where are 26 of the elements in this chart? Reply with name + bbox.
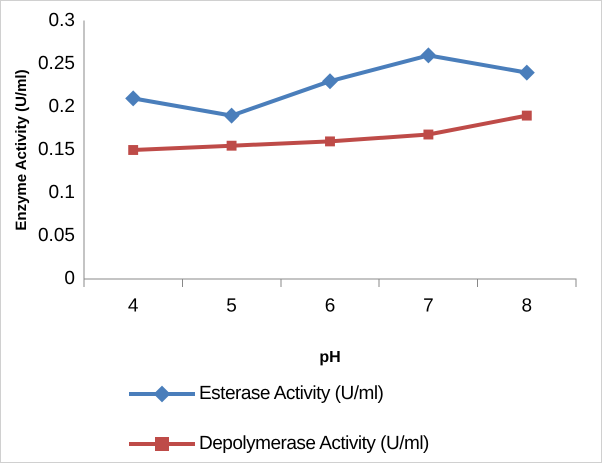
x-tick-label: 7 (423, 296, 434, 317)
point (325, 136, 335, 146)
x-tick-label: 6 (324, 296, 336, 317)
y-tick-label: 0.05 (38, 225, 75, 246)
x-tick-label: 4 (128, 296, 139, 317)
point (322, 73, 338, 90)
point (224, 108, 240, 124)
y-tick-label: 0.2 (48, 96, 75, 118)
legend-label: Esterase Activity (U/ml) (199, 383, 384, 405)
legend-label: Depolymerase Activity (U/ml) (199, 433, 429, 455)
point (518, 64, 535, 81)
y-tick-label: 0.3 (48, 10, 75, 32)
y-tick-label: 0.25 (38, 53, 75, 74)
point (226, 140, 237, 151)
point (423, 130, 434, 140)
y-tick-label: 0.1 (48, 182, 75, 204)
point (420, 47, 436, 64)
point (128, 145, 138, 155)
point (125, 90, 142, 106)
x-axis-title: pH (319, 348, 341, 366)
y-tick-label: 0.15 (38, 139, 75, 160)
point (522, 110, 532, 121)
y-axis-title: Enzyme Activity (U/ml) (13, 69, 30, 231)
x-tick-label: 8 (522, 296, 532, 317)
y-tick-label: 0 (64, 268, 75, 290)
x-tick-label: 5 (226, 296, 237, 317)
